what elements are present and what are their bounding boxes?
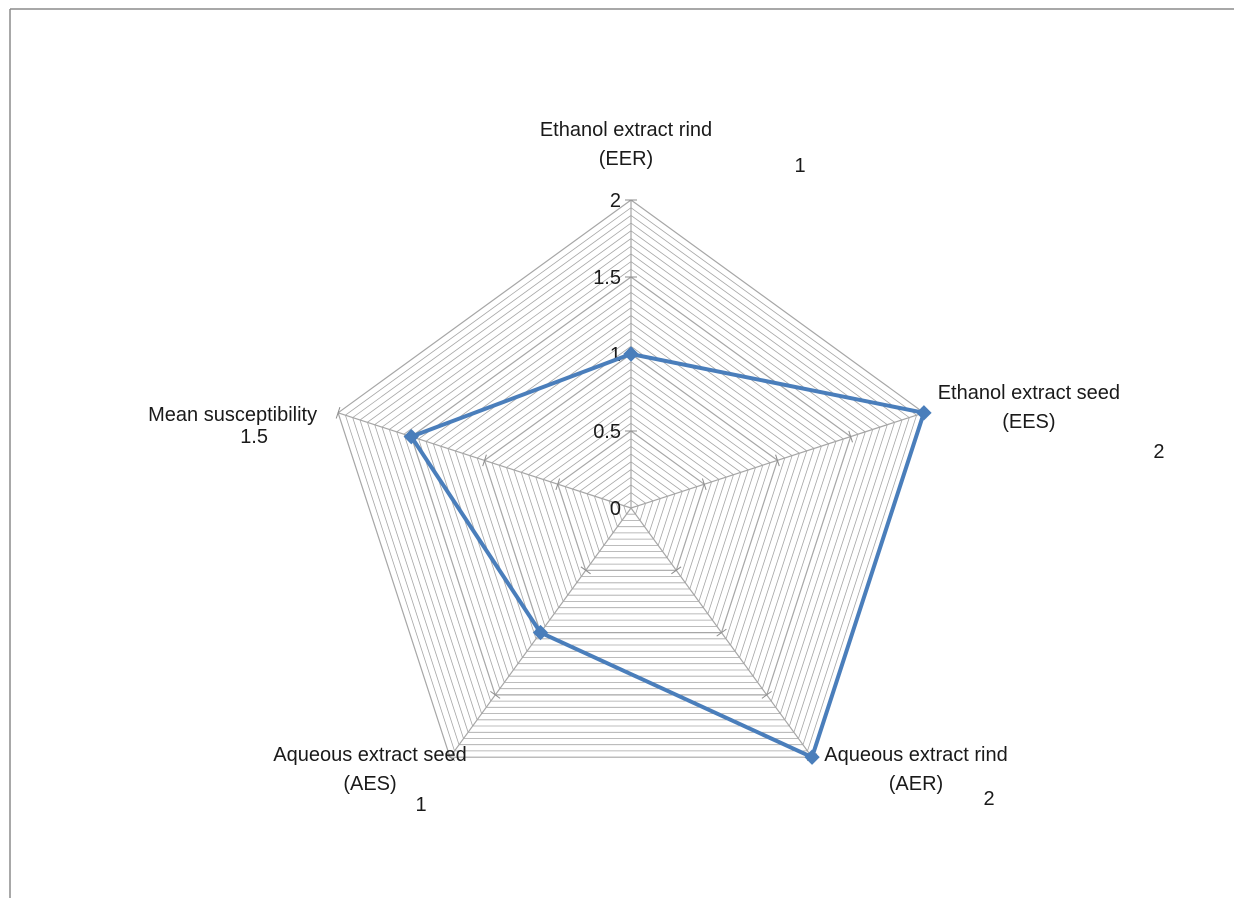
grid-ring — [447, 315, 815, 665]
data-point-marker — [532, 624, 549, 641]
grid-ring — [593, 469, 669, 540]
category-label-line: (EES) — [1002, 411, 1055, 433]
grid-ring — [579, 453, 683, 552]
grid-ring — [374, 238, 888, 727]
data-value-label: 1.5 — [240, 426, 268, 448]
grid-ring — [549, 422, 713, 577]
grid-ring — [615, 492, 647, 521]
data-point-marker — [804, 749, 820, 765]
value-labels: 1 2 2 1 1.5 — [240, 155, 1164, 816]
category-label-line: Ethanol extract rind — [540, 119, 712, 141]
grid-ring — [601, 476, 661, 534]
category-labels: Ethanol extract rind (EER)Ethanol extract… — [148, 119, 1120, 795]
grid-ring — [396, 261, 866, 708]
grid-ring — [403, 268, 859, 702]
grid-ring — [366, 230, 896, 733]
grid-ring — [623, 499, 639, 515]
data-point-marker — [403, 428, 420, 445]
category-label-line: (AES) — [343, 773, 396, 795]
category-label-line: Aqueous extract seed — [273, 744, 466, 766]
axis-tick-mark — [848, 430, 853, 443]
axis-tick-mark — [490, 690, 501, 699]
radial-tick-label: 0.5 — [593, 421, 621, 443]
radial-tick-label: 1 — [610, 344, 621, 366]
grid-ring — [506, 376, 756, 615]
grid-ring — [586, 461, 676, 546]
grid-ring — [476, 345, 786, 640]
grid-ring — [388, 253, 874, 714]
grid-ring — [498, 368, 764, 621]
data-point-marker — [623, 346, 639, 362]
grid-ring — [571, 445, 691, 559]
grid-ring — [462, 330, 800, 652]
data-value-label: 1 — [794, 155, 805, 177]
category-label-line: Aqueous extract rind — [824, 744, 1007, 766]
grid-ring — [528, 399, 734, 596]
series-line — [409, 352, 926, 760]
category-label: Mean susceptibility — [148, 404, 317, 426]
axis-tick-mark — [775, 454, 780, 467]
category-label-line: (AER) — [889, 773, 943, 795]
data-value-label: 2 — [1153, 441, 1164, 463]
axis-tick-mark — [555, 478, 561, 491]
grid-ring — [454, 322, 808, 658]
series-layer — [403, 346, 932, 765]
grid-ring — [352, 214, 910, 746]
radial-tick-label: 2 — [610, 190, 621, 212]
axis-tick-mark — [444, 753, 456, 762]
axis-tick-mark — [482, 454, 487, 467]
category-label-line: Ethanol extract seed — [938, 382, 1120, 404]
axis-tick-mark — [701, 478, 707, 491]
grid-ring — [359, 222, 903, 739]
axis-tick-mark — [761, 690, 772, 699]
grid-ring — [440, 307, 822, 671]
grid-ring — [513, 384, 749, 609]
axis-tick-mark — [716, 628, 727, 637]
radial-tick-label: 1.5 — [593, 267, 621, 289]
grid-ring — [337, 199, 925, 758]
grid-ring — [542, 415, 720, 584]
category-label: Ethanol extract seed (EES) — [938, 382, 1120, 433]
grid-ring — [557, 430, 705, 571]
category-label-line: Mean susceptibility — [148, 404, 317, 426]
radial-tick-labels: 0 0.5 1 1.5 2 — [593, 190, 621, 520]
radar-grid — [337, 199, 925, 758]
grid-ring — [564, 438, 698, 565]
grid-ring — [535, 407, 727, 590]
axis-tick-mark — [580, 566, 591, 575]
grid-ring — [344, 207, 918, 752]
radial-tick-label: 0 — [610, 498, 621, 520]
axis-tick-mark — [335, 406, 341, 419]
category-label: Aqueous extract seed (AES) — [273, 744, 466, 795]
grid-ring — [418, 284, 844, 690]
data-value-label: 1 — [415, 794, 426, 816]
grid-ring — [608, 484, 654, 528]
grid-ring — [469, 338, 793, 646]
grid-ring — [483, 353, 779, 634]
category-label: Ethanol extract rind (EER) — [540, 119, 712, 170]
data-point-marker — [916, 405, 932, 421]
grid-ring — [520, 392, 742, 602]
category-label-line: (EER) — [599, 148, 653, 170]
grid-ring — [410, 276, 852, 696]
data-value-label: 2 — [983, 788, 994, 810]
grid-ring — [491, 361, 771, 627]
axis-tick-mark — [671, 566, 682, 575]
category-label: Aqueous extract rind (AER) — [824, 744, 1007, 795]
